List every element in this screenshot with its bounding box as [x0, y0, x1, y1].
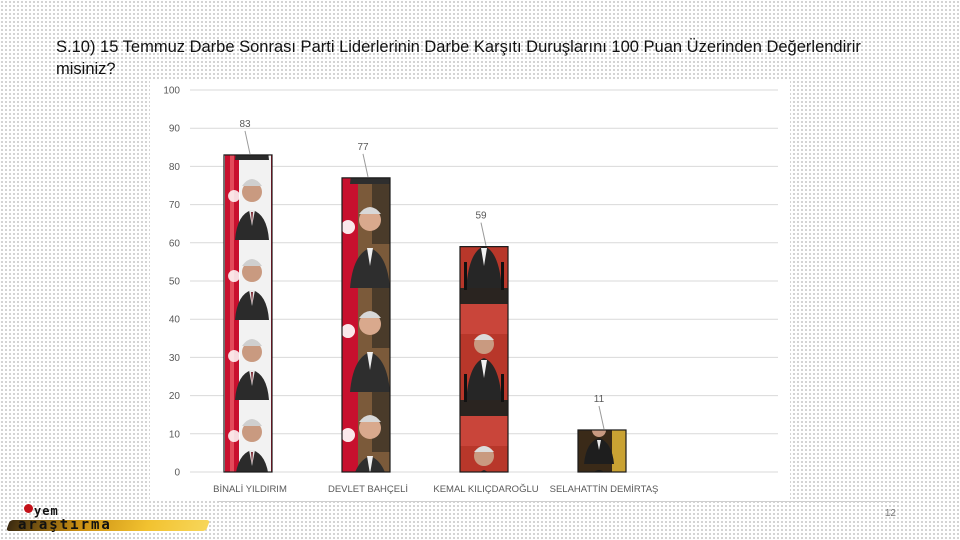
y-tick-label: 0: [174, 468, 180, 479]
logo-text-top: yem: [34, 504, 59, 518]
y-tick-label: 60: [169, 238, 181, 249]
y-tick-label: 80: [169, 162, 181, 173]
bar-1: [341, 177, 391, 473]
slide-title: S.10) 15 Temmuz Darbe Sonrası Parti Lide…: [56, 38, 861, 78]
y-tick-label: 90: [169, 124, 181, 135]
data-label-leader: [244, 130, 251, 155]
bar-2: [459, 246, 509, 473]
logo-dot: [24, 504, 33, 513]
y-tick-label: 30: [169, 353, 181, 364]
x-tick-label: BİNALİ YILDIRIM: [213, 484, 287, 495]
data-label-leader: [480, 222, 487, 246]
bar-0: [223, 154, 273, 473]
data-label-leader: [598, 405, 605, 430]
x-tick-label: DEVLET BAHÇELİ: [328, 484, 408, 495]
x-tick-label: SELAHATTİN DEMİRTAŞ: [550, 484, 659, 495]
data-label-leader: [362, 153, 369, 177]
y-tick-label: 40: [169, 315, 181, 326]
page-number: 12: [884, 508, 896, 519]
bar-3: [577, 429, 627, 473]
chart-panel: 0 10 20 30 40 50 60 70 80 90 100 83 BİNALİ YILDIRIM 7…: [150, 80, 790, 500]
logo-text-bottom: araştırma: [18, 517, 112, 533]
data-label: 11: [594, 394, 605, 405]
company-logo: yem araştırma: [5, 502, 211, 536]
x-tick-label: KEMAL KILIÇDAROĞLU: [433, 484, 538, 495]
y-tick-label: 10: [169, 429, 181, 440]
data-label: 59: [475, 211, 487, 222]
y-tick-label: 70: [169, 200, 181, 211]
y-tick-label: 20: [169, 391, 181, 402]
data-label: 83: [239, 119, 251, 130]
y-tick-label: 100: [163, 86, 180, 97]
bar-chart: 0 10 20 30 40 50 60 70 80 90 100 83 BİNALİ YILDIRIM 7…: [163, 86, 778, 495]
data-label: 77: [357, 142, 369, 153]
y-tick-label: 50: [169, 277, 181, 288]
footer-divider: [218, 501, 898, 502]
